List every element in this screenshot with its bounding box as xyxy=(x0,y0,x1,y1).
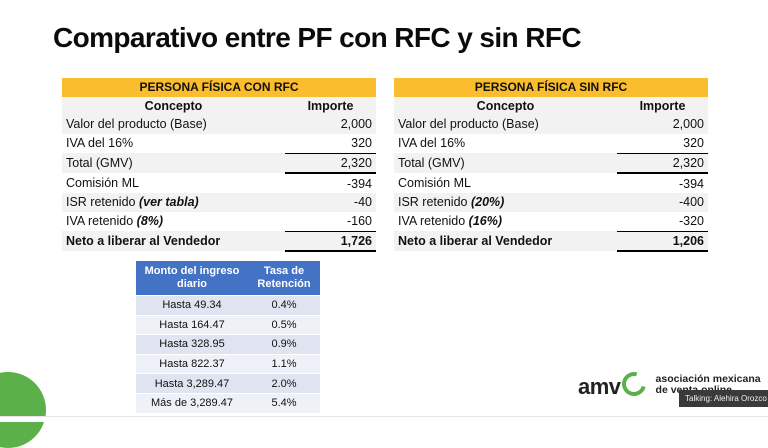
rate-cell: 0.5% xyxy=(248,314,320,335)
table-row: ISR retenido (20%) -400 xyxy=(394,193,708,212)
concept-cell: Valor del producto (Base) xyxy=(394,115,617,135)
amount-cell: 2,320 xyxy=(285,153,376,175)
concept-cell: Comisión ML xyxy=(62,173,285,194)
column-header-concepto: Concepto xyxy=(394,96,617,116)
amount-cell: 2,000 xyxy=(285,115,376,135)
concept-cell: ISR retenido (20%) xyxy=(394,193,617,212)
amount-cell: 1,206 xyxy=(617,230,708,253)
column-header-importe: Importe xyxy=(617,96,708,116)
decorative-green-circle xyxy=(0,372,46,448)
amount-cell: 320 xyxy=(285,134,376,154)
income-cell: Más de 3,289.47 xyxy=(136,392,248,413)
amount-cell: -394 xyxy=(617,173,708,194)
table-row: Más de 3,289.47 5.4% xyxy=(136,392,320,413)
bottom-divider xyxy=(0,416,768,422)
amount-cell: 2,000 xyxy=(617,115,708,135)
concept-cell: IVA del 16% xyxy=(394,134,617,154)
table-row: Valor del producto (Base) 2,000 xyxy=(394,115,708,135)
table-row: Hasta 328.95 0.9% xyxy=(136,334,320,355)
amount-cell: 320 xyxy=(617,134,708,154)
concept-note: (8%) xyxy=(136,214,164,229)
amount-cell: -400 xyxy=(617,193,708,212)
table-row-net-total: Neto a liberar al Vendedor 1,726 xyxy=(62,230,376,253)
table-row: Comisión ML -394 xyxy=(62,173,376,194)
table-row: Hasta 3,289.47 2.0% xyxy=(136,373,320,394)
income-cell: Hasta 328.95 xyxy=(136,334,248,355)
table-persona-fisica-con-rfc: PERSONA FÍSICA CON RFC Concepto Importe … xyxy=(62,78,376,253)
concept-cell: Total (GMV) xyxy=(394,153,617,174)
table-row-net-total: Neto a liberar al Vendedor 1,206 xyxy=(394,230,708,253)
concept-cell: IVA retenido (8%) xyxy=(62,211,285,231)
income-cell: Hasta 164.47 xyxy=(136,314,248,335)
concept-note: (ver tabla) xyxy=(138,195,199,210)
income-cell: Hasta 49.34 xyxy=(136,295,248,316)
concept-cell: Neto a liberar al Vendedor xyxy=(394,231,617,252)
brand-mark: amv xyxy=(578,367,650,401)
rate-cell: 0.4% xyxy=(248,295,320,316)
concept-cell: Neto a liberar al Vendedor xyxy=(62,231,285,252)
table-row: Comisión ML -394 xyxy=(394,173,708,194)
table-header: PERSONA FÍSICA CON RFC xyxy=(62,78,376,97)
brand-arc-icon xyxy=(617,367,650,401)
table-row: IVA del 16% 320 xyxy=(62,134,376,154)
rate-cell: 2.0% xyxy=(248,373,320,394)
amount-cell: 1,726 xyxy=(285,230,376,253)
amount-cell: -394 xyxy=(285,173,376,194)
table-persona-fisica-sin-rfc: PERSONA FÍSICA SIN RFC Concepto Importe … xyxy=(394,78,708,253)
table-row: Valor del producto (Base) 2,000 xyxy=(62,115,376,135)
income-cell: Hasta 3,289.47 xyxy=(136,373,248,394)
amount-cell: 2,320 xyxy=(617,153,708,175)
table-tasa-retencion: Monto del ingreso diario Tasa de Retenci… xyxy=(136,261,320,413)
concept-cell: Comisión ML xyxy=(394,173,617,194)
amount-cell: -320 xyxy=(617,211,708,231)
income-cell: Hasta 822.37 xyxy=(136,353,248,374)
table-row: IVA retenido (16%) -320 xyxy=(394,211,708,231)
amount-cell: -160 xyxy=(285,211,376,231)
table-row: IVA del 16% 320 xyxy=(394,134,708,154)
concept-cell: Total (GMV) xyxy=(62,153,285,174)
table-row: ISR retenido (ver tabla) -40 xyxy=(62,193,376,212)
table-row: Total (GMV) 2,320 xyxy=(394,153,708,175)
column-header-monto: Monto del ingreso diario xyxy=(136,261,248,296)
slide-title: Comparativo entre PF con RFC y sin RFC xyxy=(53,22,582,53)
column-header-concepto: Concepto xyxy=(62,96,285,116)
amount-cell: -40 xyxy=(285,193,376,212)
concept-cell: IVA retenido (16%) xyxy=(394,211,617,231)
rate-cell: 5.4% xyxy=(248,392,320,413)
column-header-importe: Importe xyxy=(285,96,376,116)
concept-cell: IVA del 16% xyxy=(62,134,285,154)
table-row: IVA retenido (8%) -160 xyxy=(62,211,376,231)
table-row: Total (GMV) 2,320 xyxy=(62,153,376,175)
concept-cell: ISR retenido (ver tabla) xyxy=(62,193,285,212)
speaker-caption: Talking: Alehira Orozco xyxy=(679,390,768,407)
table-row: Hasta 822.37 1.1% xyxy=(136,353,320,374)
rate-cell: 0.9% xyxy=(248,334,320,355)
concept-note: (16%) xyxy=(468,214,502,229)
concept-cell: Valor del producto (Base) xyxy=(62,115,285,135)
column-header-tasa: Tasa de Retención xyxy=(248,261,320,296)
table-row: Hasta 49.34 0.4% xyxy=(136,295,320,316)
table-header: PERSONA FÍSICA SIN RFC xyxy=(394,78,708,97)
rate-cell: 1.1% xyxy=(248,353,320,374)
concept-note: (20%) xyxy=(470,195,505,210)
table-row: Hasta 164.47 0.5% xyxy=(136,314,320,335)
